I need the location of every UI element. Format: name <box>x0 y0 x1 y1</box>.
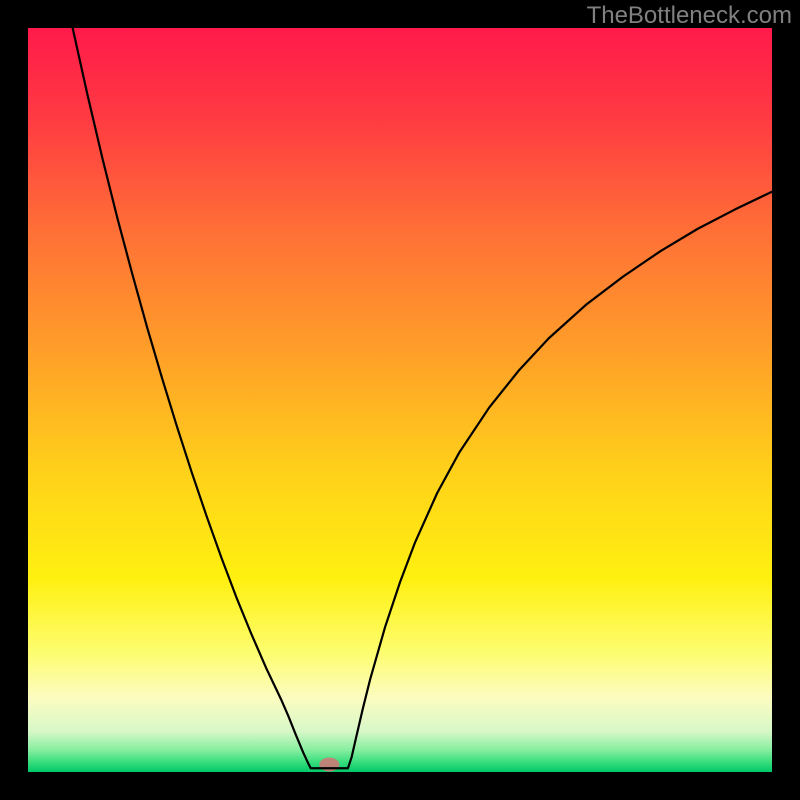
bottleneck-curve <box>73 28 772 768</box>
watermark-text: TheBottleneck.com <box>587 2 792 30</box>
bottleneck-marker <box>319 758 339 772</box>
chart-svg <box>28 28 772 772</box>
plot-area <box>28 28 772 772</box>
